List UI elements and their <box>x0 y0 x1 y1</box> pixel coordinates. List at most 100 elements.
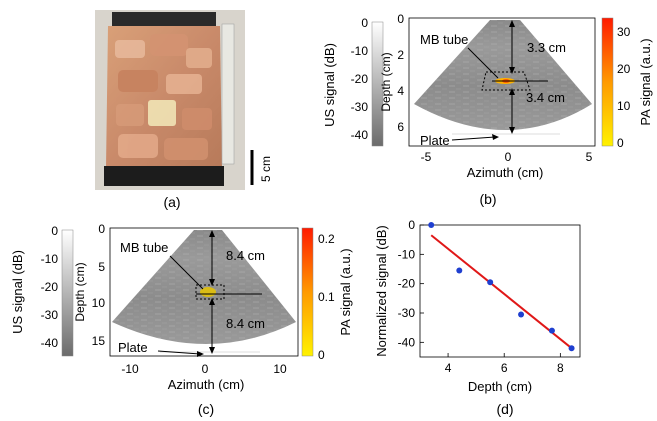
us-tick: -30 <box>41 308 59 322</box>
data-points <box>428 222 575 352</box>
container-base <box>104 166 224 186</box>
x-tick-label: 4 <box>445 361 452 375</box>
x-ticks: -5 0 5 <box>421 150 593 164</box>
y-axis-label: Depth (cm) <box>379 52 393 111</box>
top-distance-label: 8.4 cm <box>226 248 265 263</box>
pa-colorbar <box>301 227 314 357</box>
arrowhead <box>209 279 215 286</box>
y-tick: 0 <box>397 12 404 26</box>
x-tick: 0 <box>505 150 512 164</box>
x-axis-label: Azimuth (cm) <box>467 165 544 180</box>
y-tick: 2 <box>397 48 404 62</box>
fit-line-layer <box>430 234 573 349</box>
panel-a: 5 cm (a) <box>95 10 273 210</box>
panel-b: 0 -10 -20 -30 -40 US signal (dB) MB tube… <box>322 12 653 207</box>
y-tick-label: -30 <box>398 306 416 320</box>
x-ticks: 4 6 8 <box>445 353 564 375</box>
y-tick: 6 <box>397 120 404 134</box>
us-tick: -40 <box>351 128 369 142</box>
pa-colorbar-label: PA signal (a.u.) <box>638 38 653 125</box>
y-tick: 15 <box>92 334 106 348</box>
data-point <box>487 279 494 286</box>
data-point <box>568 345 575 352</box>
plate-label: Plate <box>420 133 450 148</box>
mb-tube-pointer <box>467 47 499 79</box>
data-point <box>548 327 555 334</box>
us-tick: -10 <box>41 252 59 266</box>
pa-tick: 10 <box>617 99 631 113</box>
panel-c: 0 -10 -20 -30 -40 US signal (dB) MB tube… <box>10 222 353 417</box>
y-ticks: 0 5 10 15 <box>92 222 106 348</box>
us-tick: -10 <box>351 44 369 58</box>
bottom-distance-label: 3.4 cm <box>526 90 565 105</box>
x-tick: 10 <box>273 362 287 376</box>
pa-colorbar-label: PA signal (a.u.) <box>338 248 353 335</box>
fit-line <box>430 234 573 349</box>
y-tick-label: 0 <box>408 218 415 232</box>
plate-pointer <box>451 136 496 141</box>
pa-colorbar <box>601 17 614 147</box>
y-tick: 0 <box>98 222 105 236</box>
x-axis-label: Azimuth (cm) <box>168 377 245 392</box>
data-point <box>428 222 435 228</box>
plate-label: Plate <box>118 340 148 355</box>
arrowhead <box>209 347 215 354</box>
x-tick: 0 <box>202 362 209 376</box>
x-tick: 5 <box>586 150 593 164</box>
y-axis-label: Normalized signal (dB) <box>374 225 389 357</box>
y-tick-label: -40 <box>398 335 416 349</box>
y-tick: 4 <box>397 84 404 98</box>
plate-pointer <box>157 350 201 355</box>
us-tick: -20 <box>41 280 59 294</box>
x-tick-label: 8 <box>557 361 564 375</box>
x-tick-label: 6 <box>501 361 508 375</box>
arrowhead <box>509 20 515 27</box>
x-tick: -10 <box>121 362 139 376</box>
sector-speckle <box>112 230 296 344</box>
bottom-distance-label: 8.4 cm <box>226 316 265 331</box>
caption-b: (b) <box>479 191 496 207</box>
y-tick: 5 <box>98 260 105 274</box>
us-colorbar-ticks: 0 -10 -20 -30 -40 <box>351 16 369 142</box>
container-lid <box>112 12 216 26</box>
panel-d: 0 -10 -20 -30 -40 4 6 8 Normalized signal (dB)… <box>374 218 581 417</box>
us-colorbar-label: US signal (dB) <box>10 250 25 334</box>
caption-c: (c) <box>198 401 214 417</box>
y-tick-label: -20 <box>398 277 416 291</box>
pa-tick: 0 <box>318 348 325 362</box>
pa-tick: 20 <box>617 62 631 76</box>
y-tick: 10 <box>92 296 106 310</box>
data-point <box>518 311 525 318</box>
us-colorbar-label: US signal (dB) <box>322 43 337 127</box>
arrowhead <box>509 67 515 74</box>
x-ticks: -10 0 10 <box>121 362 287 376</box>
us-colorbar <box>371 21 384 147</box>
pa-colorbar-ticks: 30 20 10 0 <box>617 25 631 150</box>
mb-tube-region <box>195 284 225 300</box>
y-ticks: 0 -10 -20 -30 -40 <box>398 218 424 349</box>
us-colorbar <box>61 229 74 357</box>
arrowhead <box>509 127 515 134</box>
pa-tick: 0 <box>617 136 624 150</box>
us-tick: -30 <box>351 100 369 114</box>
arrowhead <box>509 88 515 95</box>
y-axis-label: Depth (cm) <box>73 262 87 321</box>
sector-speckle <box>414 20 592 130</box>
mb-tube-label: MB tube <box>120 240 168 255</box>
pa-colorbar-ticks: 0.2 0.1 0 <box>318 232 335 362</box>
y-tick-label: -10 <box>398 247 416 261</box>
us-tick: 0 <box>361 16 368 30</box>
x-axis-label: Depth (cm) <box>468 379 532 394</box>
pa-tick: 30 <box>617 25 631 39</box>
y-ticks: 0 2 4 6 <box>397 12 404 134</box>
pa-tick: 0.2 <box>318 232 335 246</box>
us-tick: 0 <box>51 224 58 238</box>
data-point <box>456 267 463 274</box>
arrowhead <box>209 298 215 305</box>
x-tick: -5 <box>421 150 432 164</box>
caption-d: (d) <box>496 401 513 417</box>
mb-tube-label: MB tube <box>420 32 468 47</box>
us-tick: -20 <box>351 72 369 86</box>
tissue-chunks <box>115 34 212 160</box>
